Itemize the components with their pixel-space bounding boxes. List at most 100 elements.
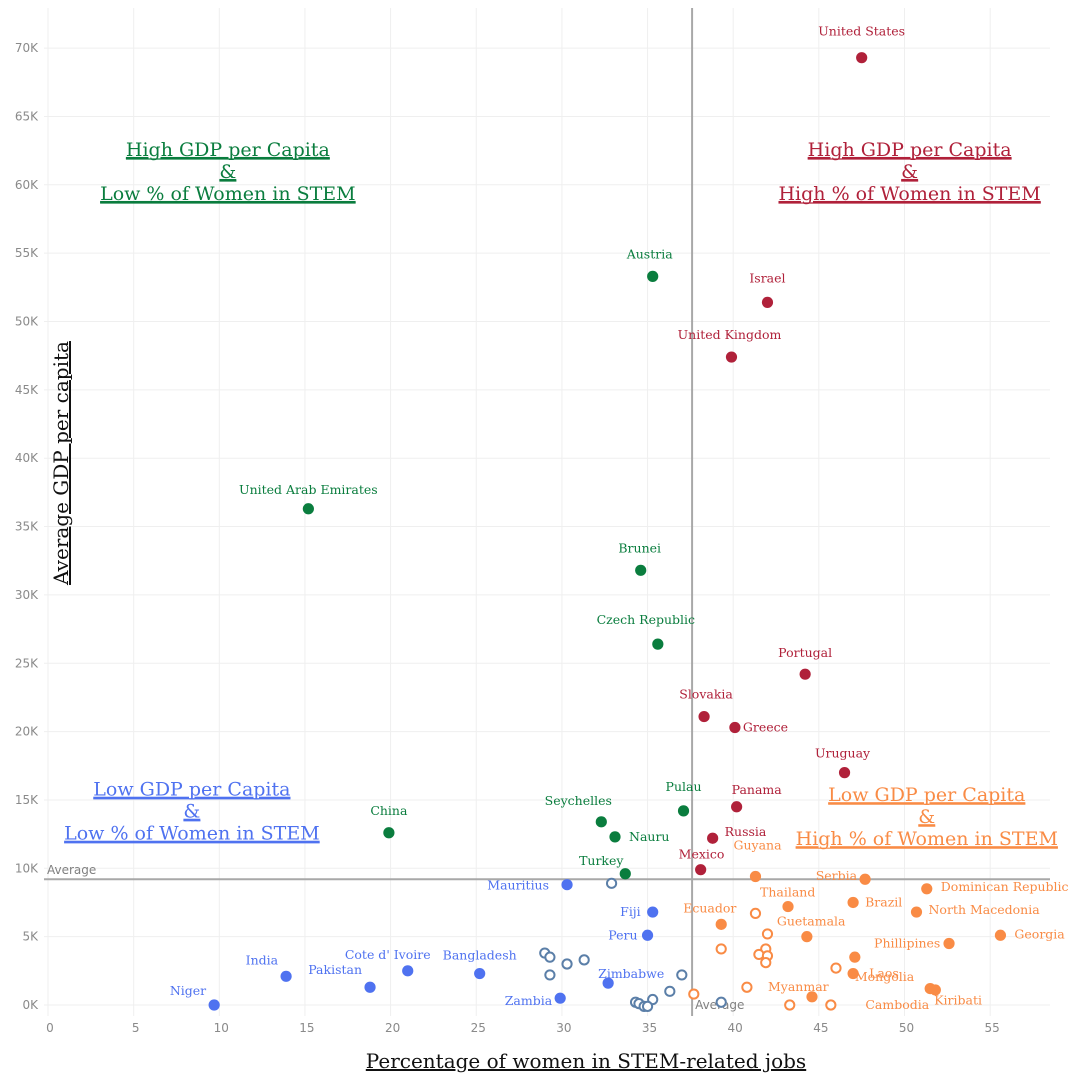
quadrant-label-line: & bbox=[183, 801, 200, 823]
point-georgia bbox=[994, 929, 1007, 941]
quadrant-label-line: High GDP per Capita bbox=[808, 139, 1012, 161]
point-label: Brazil bbox=[865, 894, 902, 909]
x-tick-label: 25 bbox=[471, 1021, 486, 1035]
point-label: Dominican Republic bbox=[941, 879, 1069, 894]
point-zambia bbox=[554, 992, 566, 1004]
point-greece bbox=[729, 721, 741, 734]
x-tick-label: 10 bbox=[214, 1021, 229, 1035]
x-tick-label: 20 bbox=[385, 1021, 400, 1035]
hollow-point bbox=[544, 951, 556, 963]
point-label: North Macedonia bbox=[928, 902, 1040, 917]
point-label: Cambodia bbox=[865, 997, 929, 1012]
point-label: Czech Republic bbox=[597, 612, 695, 627]
point-fiji bbox=[647, 906, 659, 918]
quadrant-label-line: & bbox=[219, 161, 236, 183]
point-label: United Kingdom bbox=[678, 327, 782, 342]
quadrant-label-line: High GDP per Capita bbox=[126, 139, 330, 161]
point-nauru bbox=[609, 831, 621, 843]
hollow-point bbox=[688, 988, 700, 1000]
quadrant-label-line: Low % of Women in STEM bbox=[64, 823, 320, 845]
x-tick-label: 15 bbox=[299, 1021, 314, 1035]
point-cambodia bbox=[929, 984, 941, 996]
point-label: Pakistan bbox=[308, 962, 362, 977]
point-label: Serbia bbox=[816, 868, 858, 883]
x-tick-label: 0 bbox=[46, 1021, 54, 1035]
y-axis-title: Average GDP per capita bbox=[49, 341, 73, 586]
point-label: India bbox=[246, 952, 279, 967]
point-label: United States bbox=[818, 24, 905, 39]
point-brazil bbox=[847, 896, 859, 909]
point-label: Greece bbox=[743, 719, 788, 734]
point-label: Guetamala bbox=[777, 914, 846, 929]
y-tick-label: 25K bbox=[15, 656, 39, 670]
point-phillipines bbox=[943, 937, 955, 950]
x-tick-label: 40 bbox=[728, 1021, 743, 1035]
y-axis-ticks: 0K 5K 10K 15K 20K 25K 30K 35K 40K 45K 50K 55K 60K 65K… bbox=[15, 41, 39, 1012]
point-united-arab-emirates bbox=[302, 503, 314, 515]
point-austria bbox=[647, 270, 659, 282]
y-tick-label: 60K bbox=[15, 178, 39, 192]
hollow-point bbox=[664, 985, 676, 997]
y-tick-label: 45K bbox=[15, 383, 39, 397]
point-label: Slovakia bbox=[679, 687, 733, 702]
point-guetamala bbox=[801, 931, 813, 943]
y-tick-label: 10K bbox=[15, 861, 39, 875]
hollow-point bbox=[830, 962, 842, 974]
point-ecuador bbox=[715, 918, 727, 930]
point-label: Mongolia bbox=[855, 969, 915, 984]
point-guyana bbox=[749, 870, 762, 883]
point-united-kingdom bbox=[725, 351, 738, 363]
y-tick-label: 70K bbox=[15, 41, 39, 55]
point-label: Guyana bbox=[733, 838, 782, 853]
point-label: Laos bbox=[869, 966, 899, 981]
quadrant-label-line: Low GDP per Capita bbox=[828, 784, 1025, 806]
point-label: Israel bbox=[749, 270, 785, 285]
point-mongolia bbox=[849, 951, 861, 963]
point-label: Mauritius bbox=[487, 878, 549, 893]
hollow-point bbox=[760, 957, 772, 969]
point-mexico bbox=[695, 864, 707, 876]
point-label: Zambia bbox=[505, 993, 553, 1008]
point-portugal bbox=[799, 668, 811, 680]
point-label: Brunei bbox=[618, 540, 661, 555]
y-tick-label: 15K bbox=[15, 793, 39, 807]
point-label: Zimbabwe bbox=[598, 966, 664, 981]
point-pakistan bbox=[364, 981, 376, 993]
hollow-point bbox=[578, 954, 590, 966]
point-label: Peru bbox=[608, 927, 637, 942]
point-label: Phillipines bbox=[874, 935, 940, 950]
point-niger bbox=[208, 999, 220, 1011]
hollow-point bbox=[544, 969, 556, 981]
point-label: Myanmar bbox=[768, 979, 829, 994]
x-tick-label: 45 bbox=[813, 1021, 828, 1035]
point-brunei bbox=[635, 564, 647, 576]
point-labels: United States Israel United Kingdom Portuga… bbox=[170, 24, 1069, 1012]
hollow-point bbox=[676, 969, 688, 981]
y-tick-label: 40K bbox=[15, 451, 39, 465]
hollow-point bbox=[561, 958, 573, 970]
point-label: Mexico bbox=[679, 847, 725, 862]
point-label: Panama bbox=[732, 782, 783, 797]
y-tick-label: 5K bbox=[22, 930, 39, 944]
y-tick-label: 50K bbox=[15, 315, 39, 329]
point-label: Fiji bbox=[620, 904, 641, 919]
point-slovakia bbox=[698, 710, 710, 723]
point-label: Portugal bbox=[778, 645, 832, 660]
point-israel bbox=[761, 296, 774, 308]
point-label: Pulau bbox=[666, 779, 702, 794]
quadrant-label-line: Low GDP per Capita bbox=[93, 779, 290, 801]
point-panama bbox=[731, 801, 743, 813]
quadrant-labels: High GDP per Capita&Low % of Women in ST… bbox=[64, 139, 1058, 850]
x-tick-label: 55 bbox=[985, 1021, 1000, 1035]
point-russia bbox=[707, 832, 719, 844]
gridlines bbox=[44, 8, 1050, 1016]
hollow-point bbox=[749, 907, 762, 920]
point-label: Turkey bbox=[579, 853, 624, 868]
hollow-point bbox=[825, 999, 837, 1011]
quadrant-label-line: Low % of Women in STEM bbox=[100, 183, 356, 205]
point-label: Georgia bbox=[1014, 926, 1065, 941]
point-united-states bbox=[856, 52, 868, 64]
point-turkey bbox=[619, 868, 631, 880]
point-czech-republic bbox=[652, 638, 664, 650]
